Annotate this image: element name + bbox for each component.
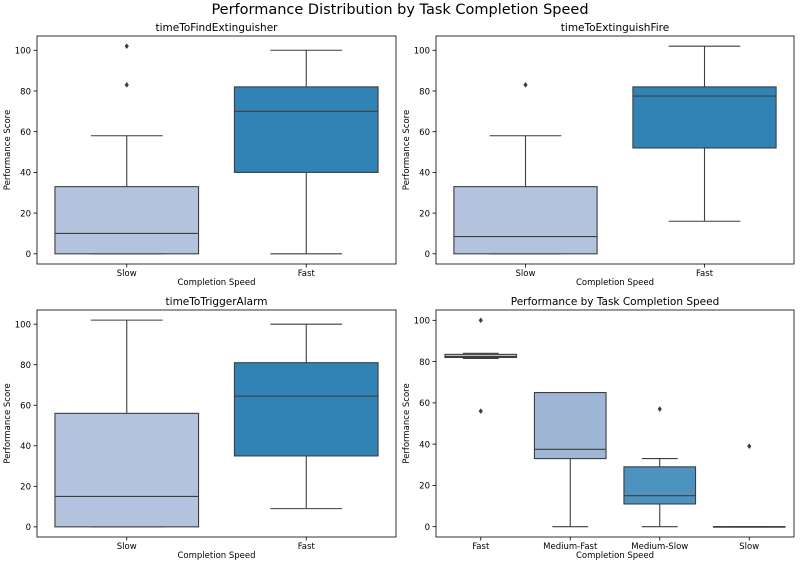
x-tick-label: Slow [516,269,536,279]
outlier-point [523,82,528,88]
box-medium-fast [533,391,607,528]
x-tick-label: Slow [117,269,137,279]
y-axis-label: Performance Score [3,110,13,190]
x-axis-label: Completion Speed [177,278,255,288]
x-tick-label: Slow [739,542,759,552]
y-tick-label: 0 [425,523,430,533]
x-tick-label: Slow [117,542,137,552]
figure-title: Performance Distribution by Task Complet… [211,2,589,18]
y-tick-label: 40 [20,442,31,452]
y-tick-label: 100 [15,47,31,57]
y-tick-label: 20 [419,209,430,219]
outlier-point [657,406,662,412]
x-tick-label: Medium-Slow [631,542,688,552]
y-tick-label: 80 [20,87,31,97]
y-tick-label: 60 [419,128,430,138]
box-body [54,186,200,255]
box-slow [712,443,786,528]
box-body [233,86,379,173]
y-tick-label: 0 [26,250,31,260]
subplot-1: timeToFindExtinguisher 0 20 40 60 80 100 Perfor… [3,22,397,288]
y-tick-label: 60 [20,402,31,412]
y-tick-label: 40 [419,169,430,179]
outlier-point [478,408,483,414]
x-tick-label: Fast [472,542,490,552]
box-body [453,186,598,255]
y-tick-label: 100 [414,317,430,327]
box-body [632,86,777,149]
y-tick-label: 60 [419,399,430,409]
y-tick-label: 20 [20,483,31,493]
y-tick-label: 100 [15,320,31,330]
x-tick-label: Fast [298,269,316,279]
y-tick-label: 80 [419,358,430,368]
subplot-title: timeToTriggerAlarm [166,296,268,308]
outlier-point [124,82,129,88]
box-medium-slow [623,406,697,528]
y-tick-label: 80 [419,87,430,97]
y-tick-label: 100 [414,47,430,57]
x-tick-label: Fast [696,269,714,279]
x-tick-label: Medium-Fast [543,542,598,552]
y-axis-label: Performance Score [402,383,412,463]
y-axis-label: Performance Score [402,110,412,190]
box-fast [632,45,777,222]
subplot-title: Performance by Task Completion Speed [511,296,719,308]
box-fast [233,323,379,510]
y-tick-label: 60 [20,128,31,138]
x-tick-label: Fast [298,542,316,552]
subplot-4: Performance by Task Completion Speed 0 20 4… [402,296,795,561]
y-tick-label: 80 [20,361,31,371]
box-body [233,362,379,457]
box-slow [453,82,598,255]
outlier-point [124,43,129,49]
subplot-title: timeToExtinguishFire [561,22,669,34]
box-fast [233,49,379,255]
y-tick-label: 20 [20,209,31,219]
subplot-3: timeToTriggerAlarm 0 20 40 60 80 100 Performanc… [3,296,397,561]
x-axis-label: Completion Speed [576,551,654,561]
y-axis-label: Performance Score [3,383,13,463]
outlier-point [747,443,752,449]
outlier-point [478,317,483,324]
x-axis-label: Completion Speed [576,278,654,288]
y-tick-label: 0 [26,523,31,533]
box-body [533,391,607,460]
y-tick-label: 0 [425,250,430,260]
y-tick-label: 20 [419,482,430,492]
box-slow [54,43,200,255]
y-tick-label: 40 [20,169,31,179]
subplot-2: timeToExtinguishFire 0 20 40 60 80 100 Performa… [402,22,795,288]
box-body [54,412,200,528]
box-slow [54,319,200,528]
box-fast [444,317,518,414]
y-tick-label: 40 [419,440,430,450]
x-axis-label: Completion Speed [177,551,255,561]
plot-area-frame [435,309,795,538]
box-body [623,466,697,505]
subplot-title: timeToFindExtinguisher [156,22,279,34]
